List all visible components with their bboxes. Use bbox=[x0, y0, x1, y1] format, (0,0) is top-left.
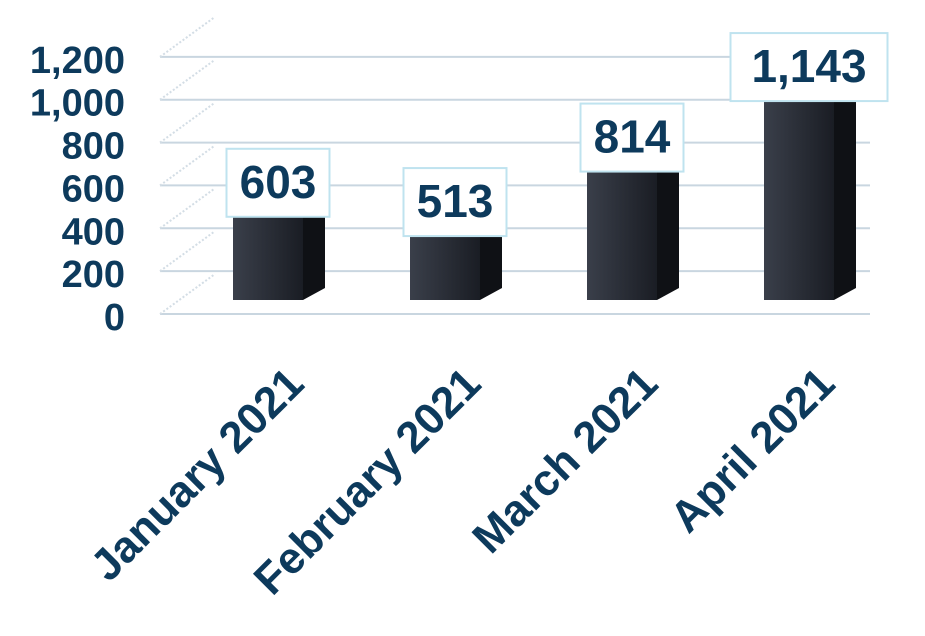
data-label-box bbox=[225, 147, 331, 218]
data-label-box bbox=[729, 32, 889, 103]
y-tick-label: 200 bbox=[62, 254, 125, 296]
grid-line-edge bbox=[159, 230, 216, 272]
y-tick-label: 1,200 bbox=[30, 40, 125, 82]
data-label-box bbox=[402, 167, 508, 238]
grid-line-edge bbox=[159, 58, 216, 101]
y-tick-label: 800 bbox=[62, 126, 125, 168]
grid-line-edge bbox=[159, 16, 216, 58]
bar-side bbox=[834, 43, 856, 300]
grid-line-edge bbox=[159, 101, 216, 144]
x-tick-label: March 2021 bbox=[463, 359, 667, 563]
grid-line-edge bbox=[159, 273, 216, 315]
data-label-box bbox=[579, 102, 685, 173]
y-tick-label: 1,000 bbox=[30, 83, 125, 125]
y-tick-label: 0 bbox=[104, 297, 125, 339]
grid-line-edge bbox=[159, 144, 216, 187]
y-tick-label: 400 bbox=[62, 211, 125, 253]
y-tick-label: 600 bbox=[62, 168, 125, 210]
data-label: 603 bbox=[240, 156, 317, 208]
data-label: 513 bbox=[417, 175, 494, 227]
data-label: 1,143 bbox=[751, 40, 866, 92]
grid-line-edge bbox=[159, 187, 216, 230]
data-label: 814 bbox=[594, 111, 671, 163]
x-tick-label: April 2021 bbox=[661, 359, 844, 542]
